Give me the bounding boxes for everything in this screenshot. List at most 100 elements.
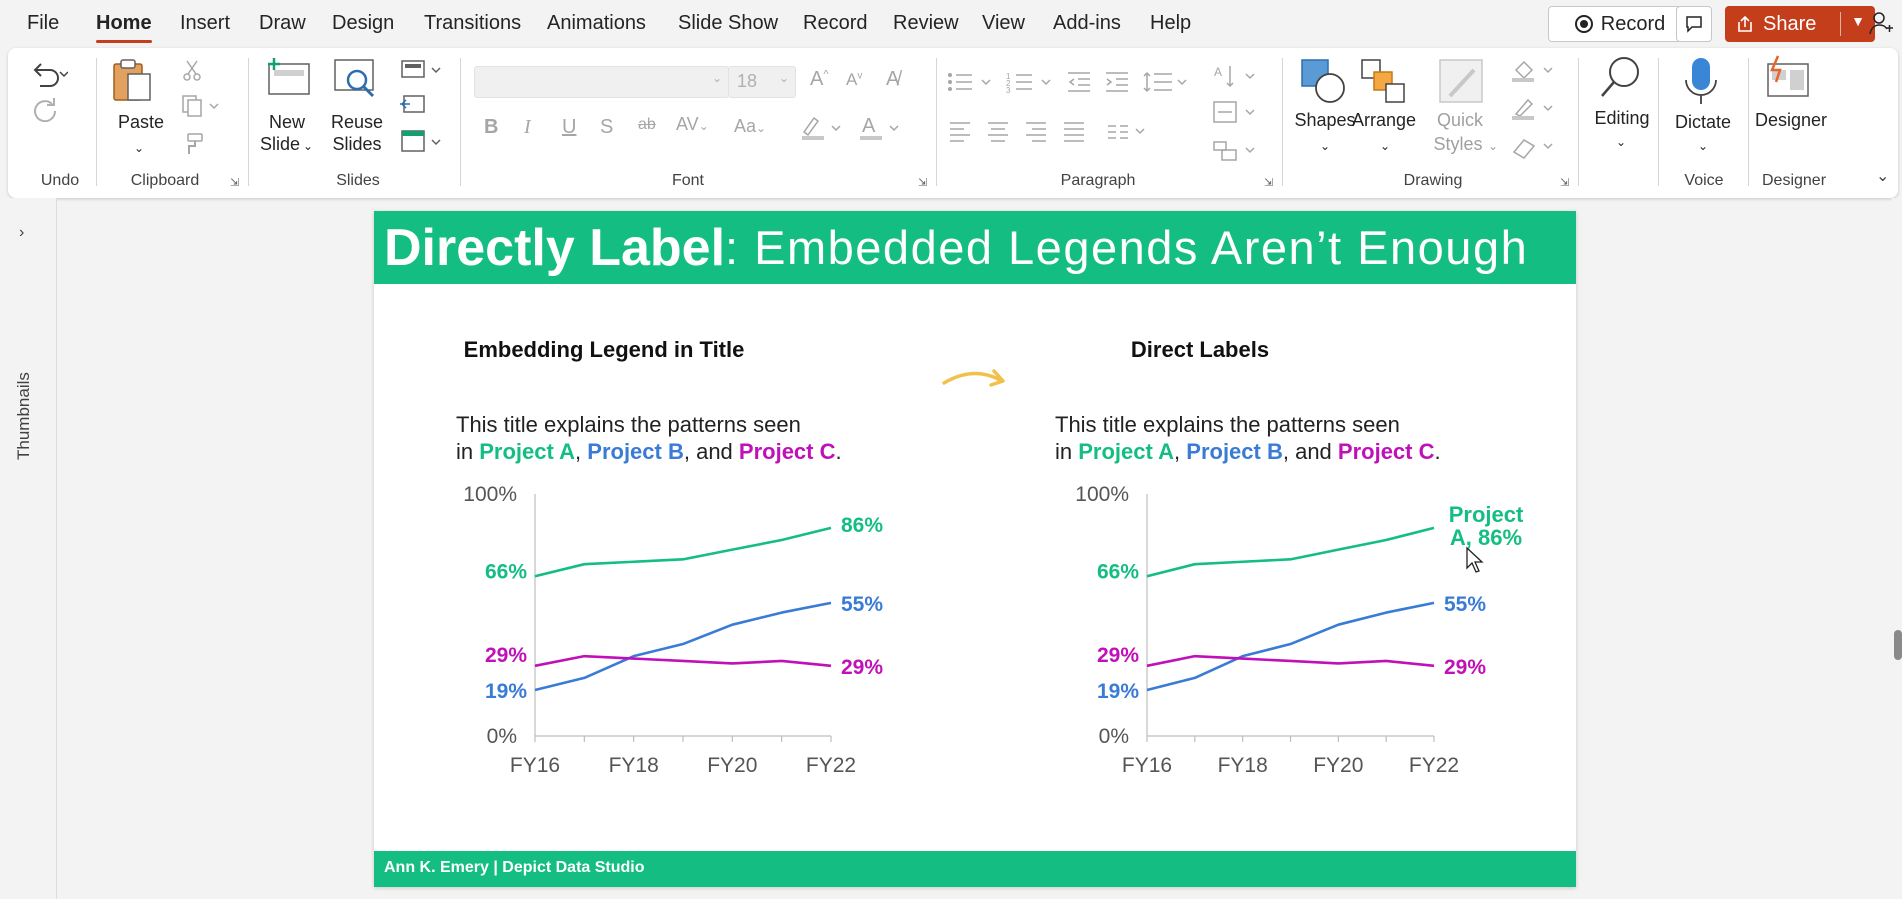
tab-add-ins[interactable]: Add-ins (1053, 12, 1121, 34)
change-case-icon[interactable]: Aa⌄ (734, 116, 767, 136)
tab-design[interactable]: Design (332, 12, 395, 34)
cut-icon[interactable] (180, 58, 204, 82)
character-spacing-icon[interactable]: AV⌄ (676, 114, 709, 134)
chevron-down-icon[interactable]: ⌄ (303, 139, 314, 153)
reuse-slides-label-line1[interactable]: Reuse (330, 112, 384, 132)
undo-icon[interactable] (28, 58, 68, 88)
tab-animations[interactable]: Animations (547, 12, 646, 34)
designer-icon[interactable] (1764, 54, 1814, 100)
columns-icon[interactable] (1106, 120, 1152, 142)
tab-slide-show[interactable]: Slide Show (678, 12, 779, 34)
collapse-ribbon-icon[interactable]: ⌄ (1876, 168, 1890, 185)
left-chart-subtitle[interactable]: This title explains the patterns seen in… (456, 411, 842, 465)
slide-title-bar[interactable]: Directly Label : Embedded Legends Aren’t… (374, 211, 1576, 284)
chevron-right-icon[interactable]: › (19, 224, 25, 241)
font-size-box[interactable]: 18 ⌄ (728, 66, 796, 98)
shape-outline-icon[interactable] (1510, 96, 1556, 122)
shapes-icon[interactable] (1298, 56, 1348, 106)
convert-to-smartart-icon[interactable] (1212, 136, 1258, 166)
text-direction-icon[interactable]: A (1212, 62, 1258, 92)
tab-home[interactable]: Home (96, 12, 152, 43)
new-slide-icon[interactable] (266, 56, 312, 98)
reuse-slides-icon[interactable] (333, 56, 379, 100)
tab-draw[interactable]: Draw (259, 12, 306, 34)
chevron-down-icon[interactable]: ⌄ (1319, 139, 1331, 153)
paste-label[interactable]: Paste (118, 112, 165, 132)
numbering-icon[interactable]: 123 (1006, 70, 1054, 94)
layout-icon[interactable] (396, 58, 442, 82)
section-icon[interactable] (396, 128, 442, 156)
tab-review[interactable]: Review (893, 12, 959, 34)
bullets-icon[interactable] (946, 70, 994, 94)
align-text-icon[interactable] (1212, 98, 1258, 128)
underline-icon[interactable]: U (562, 116, 577, 138)
line-spacing-icon[interactable] (1142, 70, 1190, 94)
tab-insert[interactable]: Insert (180, 12, 231, 34)
font-name-box[interactable]: ⌄ (474, 66, 729, 98)
bold-icon[interactable]: B (484, 116, 499, 138)
chevron-down-icon[interactable]: ⌄ (778, 71, 789, 85)
person-icon[interactable] (1868, 10, 1894, 36)
shape-effects-icon[interactable] (1510, 134, 1556, 160)
new-slide-label-line1[interactable]: New (268, 112, 305, 132)
right-chart-subtitle[interactable]: This title explains the patterns seen in… (1055, 411, 1441, 465)
tab-file[interactable]: File (27, 12, 60, 34)
dialog-launcher-icon[interactable]: ⇲ (1264, 177, 1274, 189)
arrange-icon[interactable] (1358, 56, 1408, 106)
text-shadow-icon[interactable]: S (600, 116, 614, 138)
thumbnails-pane[interactable]: › Thumbnails (0, 198, 57, 899)
tab-help[interactable]: Help (1150, 12, 1192, 34)
italic-icon[interactable]: I (524, 116, 531, 138)
redo-icon[interactable] (30, 96, 60, 126)
left-line-chart[interactable]: 100% 0% FY16 FY18 FY20 FY22 66% 86% 19% 55% 29% 29% (374, 211, 1576, 851)
tab-view[interactable]: View (982, 12, 1025, 34)
highlight-icon[interactable] (798, 112, 844, 142)
increase-font-icon[interactable]: A^ (810, 68, 829, 90)
quick-styles-icon[interactable] (1436, 56, 1486, 106)
tab-record[interactable]: Record (803, 12, 868, 34)
dialog-launcher-icon[interactable]: ⇲ (230, 177, 240, 189)
reuse-slides-label-line2[interactable]: Slides (332, 134, 382, 154)
font-color-icon[interactable]: A (856, 112, 902, 142)
quick-styles-label-line1[interactable]: Quick (1436, 110, 1483, 130)
chevron-down-icon[interactable]: ⌄ (133, 141, 145, 155)
reset-icon[interactable] (398, 92, 428, 118)
shape-fill-icon[interactable] (1510, 58, 1556, 84)
scrollbar-thumb[interactable] (1894, 630, 1902, 660)
left-chart-heading[interactable]: Embedding Legend in Title (463, 337, 745, 362)
record-button[interactable]: Record (1548, 6, 1692, 42)
quick-styles-label-line2[interactable]: Styles (1433, 134, 1483, 154)
dictate-label[interactable]: Dictate (1674, 112, 1732, 132)
align-right-icon[interactable] (1024, 120, 1048, 142)
designer-label[interactable]: Designer (1754, 110, 1828, 130)
chevron-down-icon[interactable]: ⌄ (1379, 139, 1391, 153)
copy-icon[interactable] (180, 94, 220, 118)
comments-button[interactable] (1676, 6, 1712, 42)
vertical-scrollbar[interactable] (1892, 198, 1902, 899)
slide-footer[interactable]: Ann K. Emery | Depict Data Studio (374, 851, 1576, 887)
shapes-label[interactable]: Shapes (1294, 110, 1356, 130)
chevron-down-icon[interactable]: ⌄ (711, 71, 722, 85)
decrease-indent-icon[interactable] (1066, 70, 1094, 94)
chevron-down-icon[interactable]: ⌄ (1488, 139, 1499, 153)
slide-canvas[interactable]: Directly Label : Embedded Legends Aren’t… (374, 211, 1576, 887)
increase-indent-icon[interactable] (1104, 70, 1132, 94)
chevron-down-icon[interactable]: ⌄ (1697, 139, 1709, 153)
decrease-font-icon[interactable]: Av (846, 70, 863, 89)
thumbnails-label[interactable]: Thumbnails (14, 372, 33, 460)
microphone-icon[interactable] (1684, 56, 1718, 106)
dialog-launcher-icon[interactable]: ⇲ (1560, 177, 1570, 189)
format-painter-icon[interactable] (180, 132, 204, 156)
align-left-icon[interactable] (948, 120, 972, 142)
clear-formatting-icon[interactable]: A̸ (886, 68, 900, 90)
paste-icon[interactable] (108, 56, 158, 106)
dialog-launcher-icon[interactable]: ⇲ (918, 177, 928, 189)
editing-label[interactable]: Editing (1594, 108, 1650, 128)
arrange-label[interactable]: Arrange (1351, 110, 1417, 130)
chevron-down-icon[interactable]: ▼ (1851, 13, 1865, 29)
chevron-down-icon[interactable]: ⌄ (1615, 135, 1627, 149)
align-center-icon[interactable] (986, 120, 1010, 142)
tab-transitions[interactable]: Transitions (424, 12, 522, 34)
share-button[interactable]: Share ▼ (1725, 6, 1875, 42)
